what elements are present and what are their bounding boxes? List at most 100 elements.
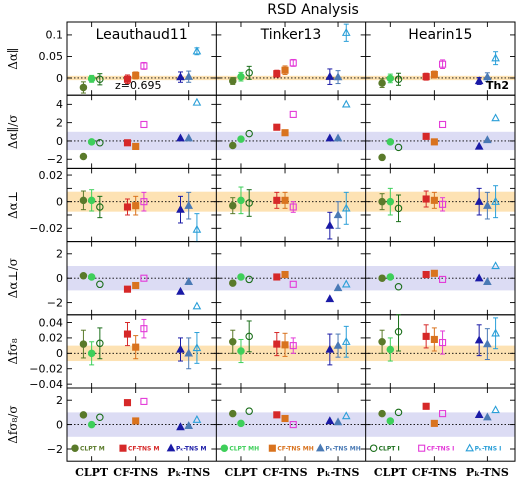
data-point [123,203,132,211]
data-point [378,153,386,162]
data-point [245,69,253,77]
data-point [439,120,447,129]
panel-6: −2 0 2 Δfσ₈/σ CLPT M CF-TNS M Pₖ-TNS M CLPT MH C… [6,387,516,462]
data-point [237,347,245,355]
legend-label: Pₖ-TNS MH [325,445,360,452]
data-point [474,76,484,85]
x-group-label: Pₖ-TNS [167,466,210,479]
data-point [483,200,492,209]
legend-marker [465,443,474,452]
data-point [281,341,289,349]
data-point [229,279,237,287]
data-point [184,71,194,80]
data-point [79,411,88,419]
data-point [237,419,245,428]
legend-marker [119,444,127,452]
data-point [491,261,500,270]
data-point [192,46,202,55]
y-tick-label: −0.04 [29,378,63,391]
panel-5: −0.04 −0.02 0 0.02 0.04 Δfσ₈ [6,314,516,391]
data-point [430,419,438,427]
data-point [430,269,438,277]
redshift-annotation: z=0.695 [115,79,161,92]
data-point [184,277,194,286]
data-point [132,417,140,425]
data-point [87,138,96,146]
data-point [341,279,351,288]
data-point [176,286,185,295]
data-point [394,408,403,417]
data-point [237,135,245,143]
data-point [140,274,148,282]
data-point [341,28,351,36]
data-point [430,196,438,204]
data-point [184,421,194,429]
data-point [386,273,395,281]
data-point [333,417,343,426]
data-point [229,141,237,150]
data-point [289,110,297,118]
data-point [96,139,104,147]
data-point [123,75,132,83]
data-point [176,72,185,81]
y-tick-label: 0.02 [39,169,64,182]
data-point [245,332,253,341]
data-point [439,200,447,208]
data-point [281,270,289,279]
column-title: Leauthaud11 [96,27,188,43]
y-tick-label: 0.02 [39,332,64,345]
data-point [273,273,281,281]
legend-label: Pₖ-TNS I [475,445,502,452]
x-group-label: CF-TNS [412,466,457,479]
y-axis-label: Δα∥ [6,47,20,69]
data-point [333,133,343,142]
data-point [325,71,335,80]
x-group-label: CLPT [75,466,109,479]
data-point [87,420,96,429]
data-point [341,99,351,108]
y-tick-label: 2 [56,394,63,407]
y-axis-label: Δfσ₈ [6,338,20,364]
data-point [289,280,297,288]
y-tick-label: 0 [56,72,63,85]
data-point [386,138,395,146]
data-point [132,343,140,351]
legend-label: CF-TNS MH [277,445,313,452]
legend-label: CLPT MH [229,445,259,452]
y-tick-label: −0.02 [29,363,63,376]
data-point [386,345,395,354]
data-point [192,97,202,106]
x-group-label: CF-TNS [263,466,308,479]
data-point [245,199,253,207]
data-point [325,133,335,142]
y-tick-label: −2 [47,296,63,309]
y-tick-label: 0.04 [39,316,64,329]
data-point [430,335,438,344]
data-point [96,203,104,211]
data-point [483,72,492,81]
legend-marker [316,443,325,452]
data-point [491,196,500,205]
data-point [474,410,484,418]
data-point [192,224,202,233]
data-point [176,204,185,213]
data-point [176,133,185,142]
data-point [192,343,202,352]
data-point [325,344,335,353]
legend-label: CLPT M [80,445,105,452]
data-point [474,273,484,282]
x-group-label: CLPT [224,466,258,479]
legend-marker [166,443,176,452]
data-point [237,196,245,205]
data-point [333,283,343,292]
legend-label: CF-TNS M [128,445,159,452]
panel-3: −0.02 0 0.02 Δα⊥ [6,167,516,243]
data-point [123,330,132,338]
data-point [474,141,484,150]
data-point [281,196,289,204]
data-point [491,113,500,122]
data-point [289,59,297,67]
data-point [289,203,297,211]
data-point [378,338,386,346]
legend-marker [418,444,426,452]
